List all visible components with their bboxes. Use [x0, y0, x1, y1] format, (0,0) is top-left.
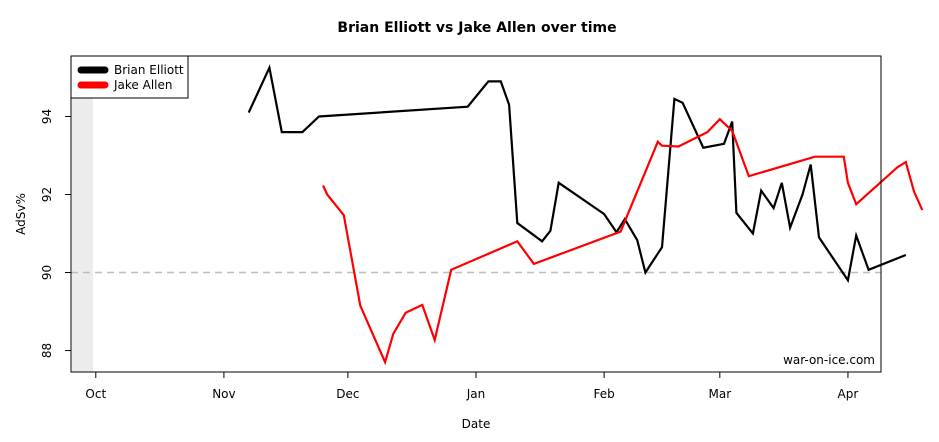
plot-frame: [70, 55, 882, 373]
x-tick-label: Jan: [466, 387, 486, 401]
x-tick-label: Feb: [593, 387, 614, 401]
y-axis-label: AdSv%: [14, 193, 28, 235]
y-tick-label: 88: [40, 343, 54, 358]
x-axis: Oct Nov Dec Jan Feb Mar Apr: [85, 372, 858, 401]
x-tick-label: Apr: [838, 387, 859, 401]
chart-title: Brian Elliott vs Jake Allen over time: [337, 20, 616, 36]
x-tick-label: Dec: [336, 387, 359, 401]
legend-label: Brian Elliott: [114, 63, 184, 77]
y-axis: 88 90 92 94: [40, 109, 71, 358]
legend-box: [70, 55, 189, 99]
y-tick-label: 90: [40, 265, 54, 280]
series-layer: [247, 64, 924, 366]
y-tick-label: 94: [40, 109, 54, 124]
y-tick-label: 92: [40, 187, 54, 202]
x-tick-label: Nov: [212, 387, 235, 401]
x-tick-label: Mar: [709, 387, 732, 401]
shaded-region: [72, 57, 93, 372]
x-tick-label: Oct: [85, 387, 106, 401]
x-axis-label: Date: [462, 417, 491, 431]
series-line-jake-allen: [322, 117, 924, 366]
legend-label: Jake Allen: [113, 78, 172, 92]
series-line-brian-elliott: [247, 64, 907, 284]
watermark: war-on-ice.com: [783, 353, 875, 367]
